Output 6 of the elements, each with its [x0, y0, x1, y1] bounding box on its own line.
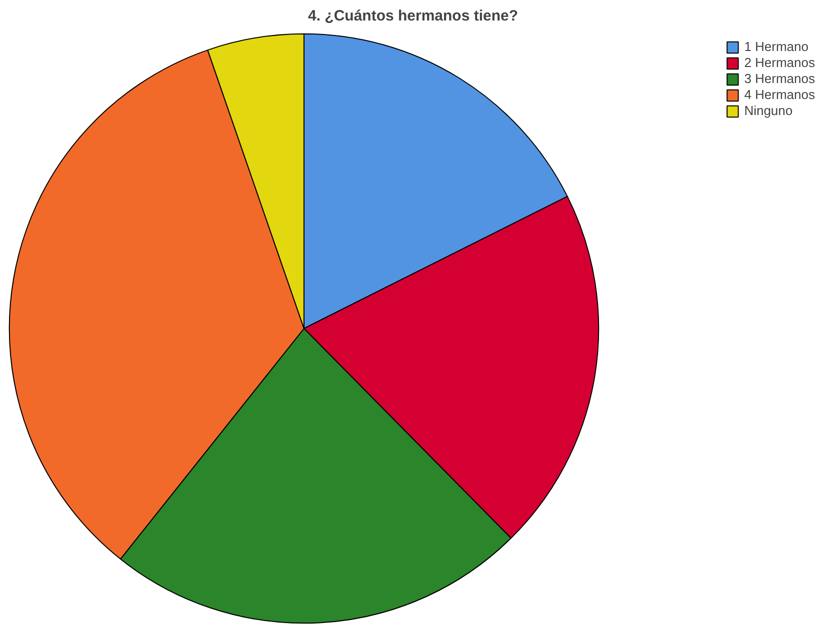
legend-label: 3 Hermanos [744, 71, 815, 86]
legend-label: 2 Hermanos [744, 55, 815, 70]
legend-label: Ninguno [744, 103, 793, 118]
legend-label: 4 Hermanos [744, 87, 815, 102]
chart-title: 4. ¿Cuántos hermanos tiene? [308, 8, 518, 24]
legend-label: 1 Hermano [744, 39, 808, 54]
